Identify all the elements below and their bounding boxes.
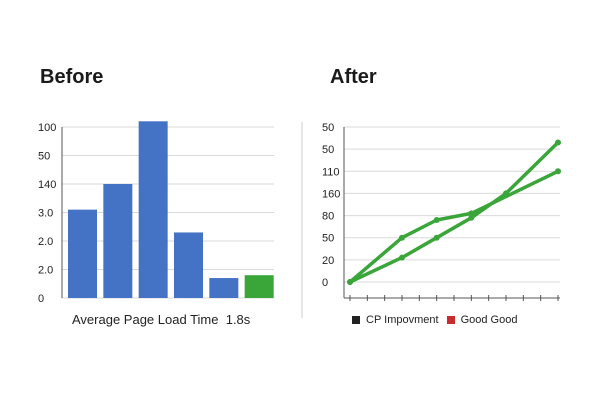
y-tick-label: 0	[322, 277, 328, 289]
legend-item-good-good: Good Good	[446, 314, 518, 326]
series-point	[399, 254, 405, 261]
series-line-1	[349, 141, 560, 284]
after-legend: CP Impovment Good Good	[352, 314, 525, 326]
bar	[138, 121, 168, 298]
series-point	[555, 139, 561, 146]
bar	[244, 275, 274, 298]
y-tick-label: 2.0	[38, 236, 53, 248]
y-tick-label: 20	[322, 255, 334, 267]
y-tick-label: 50	[322, 122, 334, 134]
y-tick-label: 100	[38, 122, 56, 134]
before-bar-chart: 0 2.0 2.0 3.0 140 50 100	[38, 121, 274, 305]
y-tick-label: 2.0	[38, 265, 53, 277]
bar	[209, 278, 239, 298]
y-tick-label: 50	[38, 151, 50, 163]
y-tick-label: 0	[38, 293, 44, 305]
after-line-chart: 0 20 50 80 160 110 50 50	[322, 122, 561, 301]
y-tick-label: 140	[38, 179, 56, 191]
y-tick-label: 80	[322, 211, 334, 223]
series-point	[433, 234, 440, 241]
after-panel-title: After	[330, 66, 377, 88]
caption-label: Average Page Load Time	[72, 312, 219, 327]
series-point	[399, 234, 405, 241]
legend-swatch-red	[446, 316, 455, 324]
legend-item-cp-improvement: CP Impovment	[352, 314, 439, 326]
series-point	[555, 168, 561, 175]
y-tick-label: 160	[322, 188, 340, 200]
caption-value: 1.8s	[225, 312, 251, 327]
series-point	[433, 217, 440, 223]
y-tick-label: 110	[322, 166, 340, 178]
y-tick-label: 50	[322, 144, 334, 156]
series-point	[347, 279, 353, 285]
legend-label: Good Good	[460, 314, 518, 326]
before-caption: Average Page Load Time 1.8s	[72, 312, 250, 327]
legend-label: CP Impovment	[366, 314, 439, 326]
y-tick-label: 3.0	[38, 208, 53, 220]
before-panel-title: Before	[40, 66, 104, 88]
bar	[103, 184, 133, 298]
bar	[174, 232, 203, 298]
bar	[68, 209, 97, 298]
series-point	[468, 210, 475, 217]
y-tick-label: 50	[322, 233, 334, 245]
series-point	[468, 214, 475, 221]
legend-swatch-dark	[352, 316, 360, 324]
